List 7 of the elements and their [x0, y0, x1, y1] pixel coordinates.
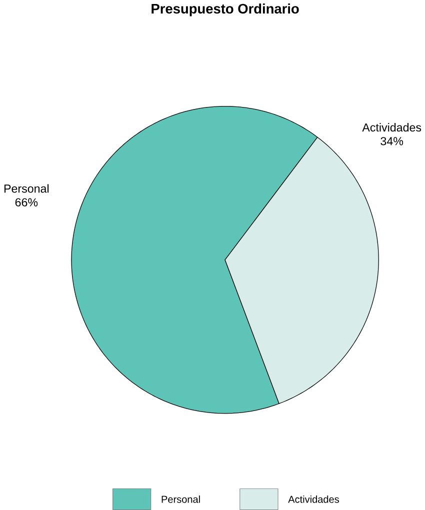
legend-label: Personal	[162, 496, 200, 503]
data-label: 66%	[15, 198, 38, 206]
slice-label: Personal	[4, 184, 49, 193]
chart-title: Presupuesto Ordinario	[152, 4, 299, 16]
data-label: 34%	[380, 137, 404, 146]
legend-label: Actividades	[288, 496, 339, 503]
slice-label: Actividades	[362, 123, 422, 132]
